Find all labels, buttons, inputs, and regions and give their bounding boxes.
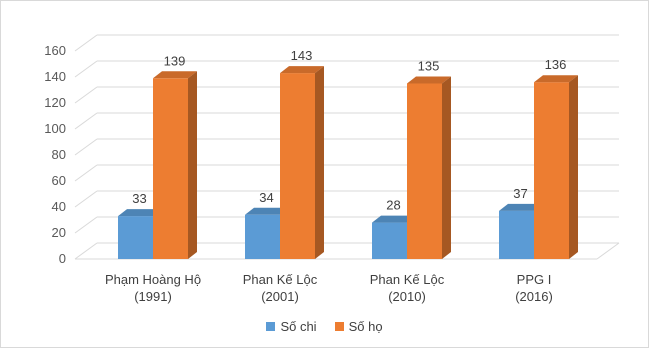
bar-0-3 (499, 210, 534, 259)
x-tick-label-1-0: Phan Kế Lộc (243, 272, 318, 287)
bar-0-0 (118, 216, 153, 259)
y-tick-label-80: 80 (52, 147, 66, 162)
data-label-0-0: 33 (132, 191, 146, 206)
legend-item-so-chi: Số chi (266, 319, 317, 334)
gridline-depth-100 (74, 112, 98, 130)
legend-label-so-chi: Số chi (280, 319, 317, 334)
legend-label-so-ho: Số họ (348, 319, 383, 334)
chart-legend: Số chi Số họ (1, 319, 648, 334)
gridline-depth-140 (74, 60, 98, 78)
bar-top-0-1 (245, 207, 289, 215)
bar-0-2 (372, 222, 407, 259)
bar-1-3 (534, 82, 569, 259)
bar-top-0-0 (118, 209, 162, 217)
bar-chart: 0 20 40 60 80 100 120 140 160 33 139 Phạm Hoàng Hộ (… (44, 34, 620, 304)
gridline-depth-20 (74, 216, 98, 234)
data-label-1-3: 136 (545, 57, 567, 72)
x-tick-label-0-0: Phạm Hoàng Hộ (105, 272, 201, 287)
legend-item-so-ho: Số họ (334, 319, 383, 334)
bar-1-2 (407, 83, 442, 259)
x-tick-label-0-1: (1991) (134, 289, 172, 304)
y-tick-label-120: 120 (44, 95, 66, 110)
y-tick-label-100: 100 (44, 121, 66, 136)
legend-swatch-so-ho (334, 322, 344, 331)
data-label-1-1: 143 (291, 48, 313, 63)
bar-side-1-1 (315, 66, 324, 259)
bar-side-1-3 (569, 75, 578, 259)
bar-top-1-2 (407, 76, 451, 84)
bar-1-0 (153, 78, 188, 259)
gridline-depth-80 (74, 138, 98, 156)
legend-swatch-so-chi (266, 322, 276, 331)
x-tick-label-2-0: Phan Kế Lộc (370, 272, 445, 287)
x-tick-label-3-1: (2016) (515, 289, 553, 304)
bar-top-1-1 (280, 66, 324, 74)
gridline-depth-120 (74, 86, 98, 104)
y-tick-label-160: 160 (44, 43, 66, 58)
bar-top-0-2 (372, 215, 416, 223)
bar-top-1-0 (153, 71, 197, 79)
data-label-1-0: 139 (164, 53, 186, 68)
x-tick-label-2-1: (2010) (388, 289, 426, 304)
gridline-depth-0 (74, 242, 98, 260)
data-label-0-1: 34 (259, 190, 273, 205)
bar-top-1-3 (534, 75, 578, 83)
x-tick-label-1-1: (2001) (261, 289, 299, 304)
data-label-1-2: 135 (418, 59, 440, 74)
bar-side-1-0 (188, 71, 197, 259)
gridline-depth-160 (74, 34, 98, 52)
y-tick-label-40: 40 (52, 199, 66, 214)
gridline-depth-40 (74, 190, 98, 208)
data-label-0-3: 37 (513, 186, 527, 201)
floor-right-edge (596, 242, 620, 260)
gridline-depth-60 (74, 164, 98, 182)
data-label-0-2: 28 (386, 198, 400, 213)
y-tick-label-140: 140 (44, 69, 66, 84)
bar-side-1-2 (442, 76, 451, 259)
bar-1-1 (280, 73, 315, 259)
y-tick-label-0: 0 (59, 251, 66, 266)
x-tick-label-3-0: PPG I (517, 272, 552, 287)
bar-0-1 (245, 214, 280, 259)
y-tick-label-20: 20 (52, 225, 66, 240)
y-tick-label-60: 60 (52, 173, 66, 188)
bar-top-0-3 (499, 203, 543, 211)
